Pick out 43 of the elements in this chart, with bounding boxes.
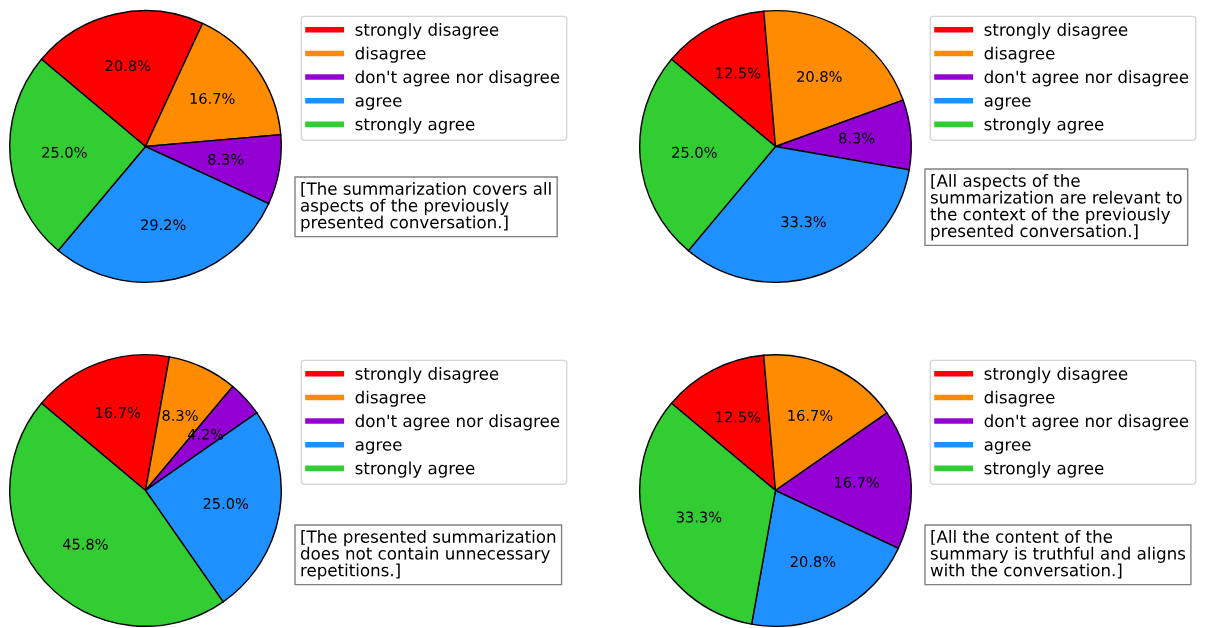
data-label: 8.3%	[208, 153, 244, 165]
data-label: 45.8%	[62, 538, 108, 550]
legend-label: strongly disagree	[355, 23, 499, 40]
legend-label: disagree	[355, 390, 426, 407]
data-label: 8.3%	[839, 132, 875, 144]
legend-label: disagree	[984, 46, 1055, 63]
data-label: 25.0%	[203, 498, 249, 510]
data-label: 33.3%	[781, 216, 826, 228]
data-label: 16.7%	[788, 409, 833, 421]
legend-label: strongly disagree	[984, 367, 1128, 384]
legend-label: don't agree nor disagree	[355, 70, 560, 87]
legend-label: agree	[355, 441, 402, 455]
data-label: 12.5%	[716, 411, 761, 423]
data-label: 20.8%	[790, 556, 836, 568]
text: [The presented summarization does not contain unnecessary repetitions.]	[300, 530, 556, 580]
data-label: 8.3%	[162, 409, 198, 421]
text: [The summarization covers all aspects of the previously presented conversation.]	[301, 182, 551, 232]
legend-label: agree	[355, 97, 402, 111]
data-label: 29.2%	[141, 219, 186, 231]
legend-label: don't agree nor disagree	[984, 414, 1189, 431]
legend-label: disagree	[355, 46, 426, 63]
data-label: 25.0%	[42, 146, 87, 158]
data-label: 16.7%	[190, 92, 235, 104]
legend-label: agree	[984, 97, 1031, 111]
legend-label: strongly disagree	[355, 367, 499, 384]
legend-label: disagree	[984, 390, 1055, 407]
data-label: 16.7%	[835, 476, 880, 488]
legend-label: strongly disagree	[984, 23, 1128, 40]
legend-label: strongly agree	[355, 461, 475, 478]
legend-label: strongly agree	[984, 117, 1104, 134]
legend-label: strongly agree	[984, 461, 1104, 478]
text: [All the content of the summary is truthful and aligns with the conversation.]	[930, 530, 1186, 579]
text: [All aspects of the summarization are relevant to the context of the previously presented conversation.]	[930, 174, 1182, 241]
data-label: 25.0%	[672, 146, 717, 158]
data-label: 16.7%	[96, 407, 141, 419]
legend-label: don't agree nor disagree	[984, 70, 1189, 87]
data-label: 20.8%	[105, 60, 151, 72]
data-label: 12.5%	[716, 67, 761, 79]
data-label: 20.8%	[797, 71, 842, 83]
legend-label: agree	[984, 441, 1031, 455]
legend-label: strongly agree	[355, 117, 475, 134]
data-label: 33.3%	[676, 511, 722, 523]
legend-label: don't agree nor disagree	[355, 414, 560, 431]
